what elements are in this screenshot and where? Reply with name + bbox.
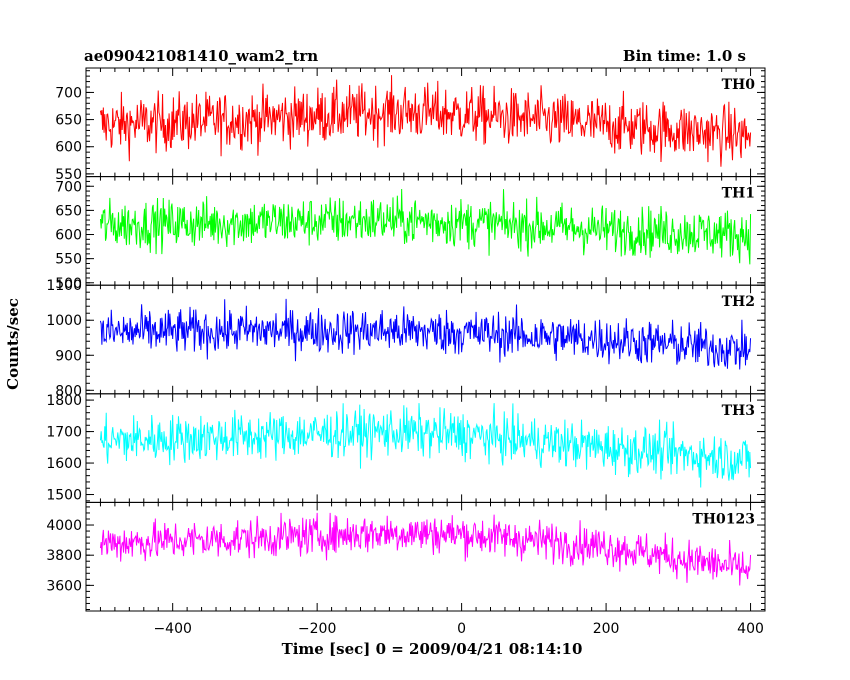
y-tick-label: 650 [55,113,82,129]
x-tick-label: 400 [737,621,764,637]
y-tick-label: 900 [55,348,82,364]
y-tick-label: 1800 [46,393,82,409]
x-axis: −400 −200 0 200 400 [153,621,763,637]
x-tick-label: 0 [457,621,466,637]
series-line-th2 [99,298,752,370]
y-tick-label: 1100 [46,278,82,294]
x-tick-label: −400 [153,621,191,637]
y-axis-label: Counts/sec [4,298,22,390]
panel-th0123: 3600 3800 4000 TH0123 [46,501,766,612]
panel-th0: 550 600 650 700 TH0 [55,67,766,183]
plot-title-right: Bin time: 1.0 s [623,47,746,65]
y-tick-label: 700 [55,85,82,101]
series-line-th3 [99,403,752,488]
panel-label: TH1 [722,186,755,202]
y-tick-label: 1600 [46,456,82,472]
x-tick-label: 200 [593,621,620,637]
y-tick-label: 1500 [46,488,82,504]
y-tick-label: 3600 [46,578,82,594]
panel-label: TH0 [722,77,756,93]
panel-th1: 500 550 600 650 700 TH1 [55,176,766,292]
plot-title-left: ae090421081410_wam2_trn [84,47,318,65]
x-axis-label: Time [sec] 0 = 2009/04/21 08:14:10 [282,640,583,658]
panel-th2: 800 900 1000 1100 TH2 [46,278,766,399]
x-tick-label: −200 [298,621,336,637]
y-tick-label: 500 [55,276,82,292]
y-tick-label: 600 [55,228,82,244]
panel-label: TH3 [722,403,755,419]
y-tick-label: 3800 [46,548,82,564]
y-tick-label: 600 [55,140,82,156]
panel-th3: 1500 1600 1700 1800 TH3 [46,393,766,504]
series-line-th0 [99,75,752,167]
panel-label: TH0123 [692,511,755,527]
y-tick-label: 1700 [46,425,82,441]
panel-label: TH2 [722,294,755,310]
panel-frame [85,501,766,612]
y-tick-label: 550 [55,252,82,268]
y-tick-label: 700 [55,179,82,195]
y-tick-label: 1000 [46,313,82,329]
y-tick-label: 650 [55,203,82,219]
y-tick-label: 4000 [46,518,82,534]
series-line-th1 [99,189,752,265]
y-tick-label: 800 [55,383,82,399]
y-tick-label: 550 [55,167,82,183]
series-line-th0123 [99,512,752,586]
panels-group: 550 600 650 700 TH0 500 550 600 650 700 TH1 800 900 1… [46,67,766,612]
